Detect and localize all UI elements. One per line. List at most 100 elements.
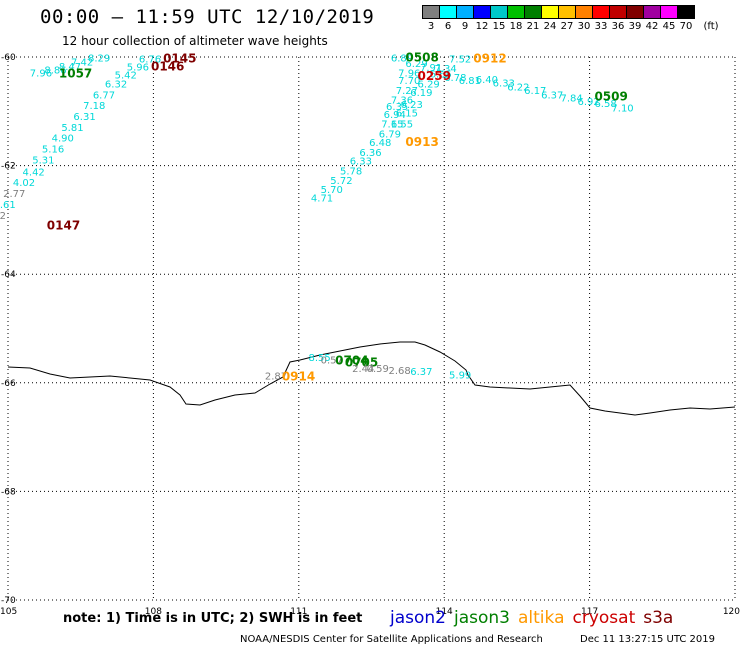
wave-height-value: 5.16 [42, 145, 64, 156]
legend-label: 24 [543, 21, 557, 32]
legend-label: 12 [475, 21, 489, 32]
legend-label: 27 [560, 21, 574, 32]
wave-height-value: 5.42 [115, 71, 137, 82]
legend-swatch [558, 5, 576, 19]
timestamp-text: Dec 11 13:27:15 UTC 2019 [580, 634, 715, 645]
wave-height-value: 3.61 [0, 200, 16, 211]
legend-label: 36 [611, 21, 625, 32]
y-tick-label: -66 [1, 379, 16, 389]
wave-height-value: 7.36 [391, 96, 413, 107]
legend-swatch [456, 5, 474, 19]
wave-height-value: 0.59 [367, 364, 389, 375]
wave-height-value: 6.78 [444, 73, 466, 84]
wave-height-value: 7.96 [398, 69, 420, 80]
wave-height-value: 4.02 [13, 178, 35, 189]
wave-height-value: 5.31 [32, 155, 54, 166]
wave-height-value: 7.91 [420, 63, 442, 74]
legend-label: 39 [628, 21, 642, 32]
legend-label: 30 [577, 21, 591, 32]
wave-height-value: 7.96 [30, 69, 52, 80]
wave-height-value: 7.52 [449, 54, 471, 65]
wave-height-value: 7.27 [396, 86, 418, 97]
legend-swatch [473, 5, 491, 19]
wave-height-value: 2.77 [3, 189, 25, 200]
x-tick-label: 120 [723, 607, 740, 617]
wave-height-value: 7.34 [435, 64, 457, 75]
legend-swatch [660, 5, 678, 19]
pass-time-label: 0508 [405, 50, 438, 64]
wave-height-value: 6.36 [359, 148, 381, 159]
chart-subtitle: 12 hour collection of altimeter wave hei… [62, 34, 328, 48]
satellite-cryosat: cryosat [572, 608, 636, 628]
legend-swatch [422, 5, 440, 19]
wave-height-value: 8.47 [59, 62, 81, 73]
legend-swatch [524, 5, 542, 19]
antarctic-coastline [7, 341, 736, 416]
satellite-legend: jason2 jason3 altika cryosat s3a [390, 608, 681, 628]
pass-time-label: 0259 [418, 69, 451, 83]
legend-swatch [575, 5, 593, 19]
wave-height-value: 5.72 [330, 176, 352, 187]
wave-height-value: 7.18 [83, 101, 105, 112]
y-tick-label: -70 [1, 596, 16, 606]
wave-height-value: 6.92 [577, 97, 599, 108]
wave-height-labels: 7.968.868.477.428.2910576.765.965.426.32… [0, 50, 634, 383]
wave-height-value: 6.76 [139, 54, 161, 65]
credit-text: NOAA/NESDIS Center for Satellite Applica… [240, 634, 543, 645]
wave-height-value: 5.81 [61, 123, 83, 134]
legend-swatch [541, 5, 559, 19]
satellite-jason3: jason3 [454, 608, 510, 628]
wave-height-value: 6.23 [401, 100, 423, 111]
pass-time-label: 0912 [473, 51, 506, 65]
wave-height-value: 4.71 [311, 193, 333, 204]
y-tick-label: -64 [1, 270, 16, 280]
wave-height-value: 2.12 [0, 211, 6, 222]
legend-label: 33 [594, 21, 608, 32]
x-tick-label: 114 [436, 607, 453, 617]
wave-height-value: 6.37 [410, 367, 432, 378]
pass-time-label: 0147 [47, 219, 80, 233]
legend-unit: (ft) [703, 21, 719, 32]
wave-height-value: 6.89 [391, 53, 413, 64]
legend-label: 21 [526, 21, 540, 32]
pass-time-label: 0509 [594, 89, 627, 103]
wave-height-value: 6.29 [405, 59, 427, 70]
y-tick-label: -60 [1, 53, 16, 63]
legend-label: 9 [461, 21, 469, 32]
chart-grid [7, 56, 736, 601]
pass-time-label: 0705 [345, 356, 378, 370]
pass-time-label: 0146 [151, 60, 184, 74]
legend-label: 18 [509, 21, 523, 32]
color-legend-labels: 3 6 9 12 15 18 21 24 27 30 33 36 39 42 45 70 (ft) [422, 21, 740, 35]
wave-height-value: 6.58 [594, 99, 616, 110]
wave-height-value: 7.42 [71, 58, 93, 69]
wave-height-value: 8.29 [88, 53, 110, 64]
y-tick-label: -68 [1, 487, 16, 497]
y-tick-label: -62 [1, 162, 16, 172]
wave-height-value: 5.99 [449, 370, 471, 381]
wave-height-value: 7.10 [611, 103, 633, 114]
wave-height-value: 5.70 [321, 185, 343, 196]
wave-height-value: 5.78 [340, 166, 362, 177]
x-tick-label: 108 [145, 607, 162, 617]
wave-height-value: 6.15 [396, 109, 418, 120]
wave-height-value: 8.55 [308, 353, 330, 364]
pass-time-label: 0704 [335, 353, 368, 367]
wave-height-value: 6.94 [384, 110, 406, 121]
legend-swatch [626, 5, 644, 19]
wave-height-value: 2.68 [388, 366, 410, 377]
x-tick-label: 117 [581, 607, 598, 617]
wave-height-value: 6.33 [493, 78, 515, 89]
legend-swatch [609, 5, 627, 19]
pass-time-label: 0145 [163, 51, 196, 65]
wave-height-value: 6.22 [507, 83, 529, 94]
wave-height-value: 2.87 [265, 372, 287, 383]
wave-height-value: 6.79 [379, 129, 401, 140]
wave-height-value: 6.17 [524, 86, 546, 97]
wave-height-value: 5.96 [127, 63, 149, 74]
wave-height-value: 0.57 [321, 355, 343, 366]
satellite-altika: altika [518, 608, 565, 628]
wave-height-value: 6.19 [410, 88, 432, 99]
